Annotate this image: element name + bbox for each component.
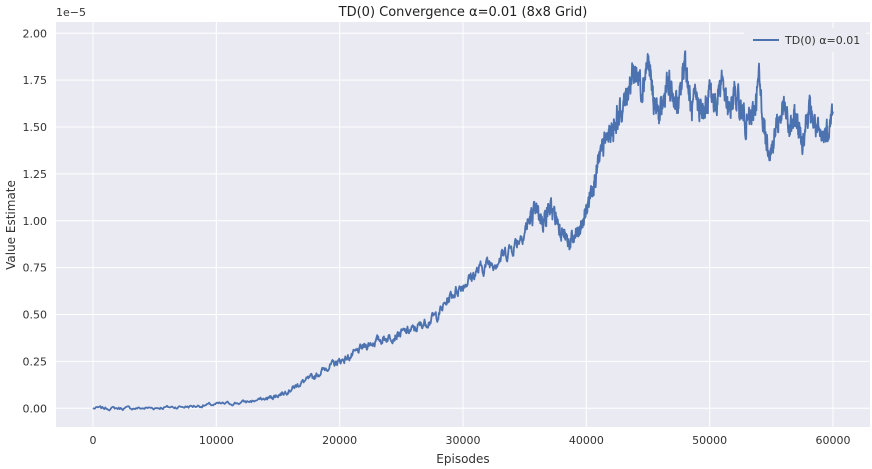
grid	[56, 22, 870, 427]
legend: TD(0) α=0.01	[744, 28, 866, 52]
x-tick-label: 50000	[692, 434, 727, 447]
x-axis-label: Episodes	[436, 452, 489, 466]
x-tick-label: 40000	[569, 434, 604, 447]
tick-labels: 0 10000 20000 30000 40000 50000 60000 0.00 0.25 0…	[23, 27, 851, 447]
y-tick-label: 0.25	[23, 355, 48, 368]
y-tick-label: 1.50	[23, 121, 48, 134]
y-axis-label: Value Estimate	[4, 180, 18, 270]
y-tick-label: 1.25	[23, 168, 48, 181]
y-offset-label: 1e−5	[56, 6, 86, 19]
y-tick-label: 0.50	[23, 309, 48, 322]
series-line-td0	[92, 50, 834, 412]
y-tick-label: 0.00	[23, 402, 48, 415]
x-tick-label: 0	[90, 434, 97, 447]
x-tick-label: 10000	[199, 434, 234, 447]
x-tick-label: 60000	[816, 434, 851, 447]
y-tick-label: 1.75	[23, 74, 48, 87]
y-tick-label: 1.00	[23, 215, 48, 228]
y-tick-label: 0.75	[23, 262, 48, 275]
x-tick-label: 30000	[446, 434, 481, 447]
legend-label: TD(0) α=0.01	[784, 34, 860, 47]
y-tick-label: 2.00	[23, 27, 48, 40]
chart-title: TD(0) Convergence α=0.01 (8x8 Grid)	[338, 5, 588, 20]
x-tick-label: 20000	[322, 434, 357, 447]
